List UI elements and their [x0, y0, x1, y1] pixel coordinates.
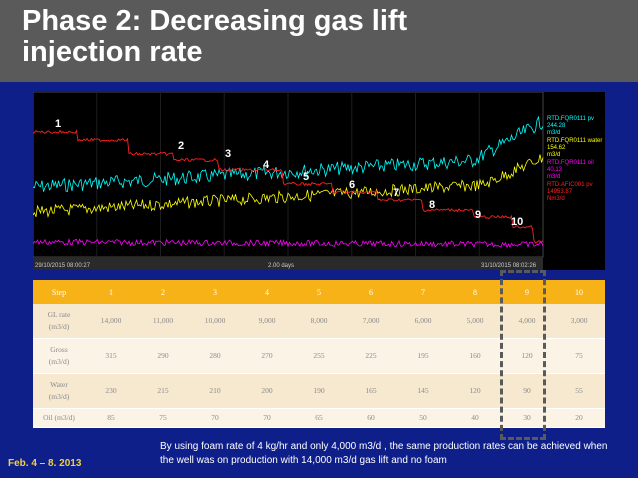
table-cell: 60	[345, 408, 397, 429]
table-header-row: Step 1 2 3 4 5 6 7 8 9 10	[33, 280, 605, 304]
slide-title: Phase 2: Decreasing gas lift injection r…	[22, 6, 407, 68]
table-cell: 55	[553, 373, 605, 409]
end-time: 31/10/2015 08:02:26	[481, 263, 537, 269]
table-cell: 315	[85, 338, 137, 374]
start-time: 29/10/2015 08:00:27	[35, 263, 91, 269]
legend-entry-text: RTD.AFIC001 pv	[547, 182, 593, 188]
table-cell: 280	[189, 338, 241, 374]
table-cell: 10,000	[189, 304, 241, 339]
table-cell: 270	[241, 338, 293, 374]
table-cell: 50	[397, 408, 449, 429]
phase-label-6: 6	[349, 179, 355, 191]
table-row: Water (m3/d) 230 215 210 200 190 165 145 120 90 55	[33, 373, 605, 409]
phase-label-9: 9	[475, 209, 481, 221]
table-cell: 20	[553, 408, 605, 429]
table-cell: 11,000	[137, 304, 189, 339]
row-label: Gross (m3/d)	[33, 338, 85, 374]
phase-label-10: 10	[511, 216, 523, 228]
legend-entry-text: 244.28	[547, 123, 566, 129]
table-header-8: 8	[449, 280, 501, 304]
gas-lift-trace	[33, 129, 544, 244]
table-cell: 3,000	[553, 304, 605, 339]
table-cell: 165	[345, 373, 397, 409]
phase-label-7: 7	[393, 187, 399, 199]
table-cell: 120	[449, 373, 501, 409]
phase-label-3: 3	[225, 148, 231, 160]
oil-rate-trace	[33, 237, 544, 249]
table-header-0: Step	[33, 280, 85, 304]
table-cell: 75	[137, 408, 189, 429]
highlight-step-9-box	[500, 270, 546, 440]
table-cell: 200	[241, 373, 293, 409]
table-cell: 30	[501, 408, 553, 429]
table-cell: 70	[241, 408, 293, 429]
table-cell: 255	[293, 338, 345, 374]
time-bar	[33, 257, 543, 270]
water-rate-trace	[33, 154, 544, 219]
table-header-4: 4	[241, 280, 293, 304]
slide-date: Feb. 4 – 8. 2013	[8, 458, 82, 469]
table-header-5: 5	[293, 280, 345, 304]
table-cell: 14,000	[85, 304, 137, 339]
table-cell: 230	[85, 373, 137, 409]
title-line-2: injection rate	[22, 36, 203, 68]
table-header-7: 7	[397, 280, 449, 304]
table-cell: 5,000	[449, 304, 501, 339]
row-label: Water (m3/d)	[33, 373, 85, 409]
table-cell: 75	[553, 338, 605, 374]
table-cell: 85	[85, 408, 137, 429]
legend-entry-text: RTD.FQR0111 pv	[547, 116, 594, 122]
table-cell: 195	[397, 338, 449, 374]
table-cell: 210	[189, 373, 241, 409]
phase-label-8: 8	[429, 199, 435, 211]
row-label: GL rate (m3/d)	[33, 304, 85, 339]
table-cell: 290	[137, 338, 189, 374]
table-cell: 225	[345, 338, 397, 374]
phase-labels: 1 2 3 4 5 6 7 8 9 10	[55, 118, 523, 228]
phase-label-4: 4	[263, 159, 270, 171]
title-bar: Phase 2: Decreasing gas lift injection r…	[0, 0, 638, 82]
table-header-6: 6	[345, 280, 397, 304]
trend-chart-panel: 1 2 3 4 5 6 7 8 9 10 RTD.FQR0111 pv 244.28 m3/d RTD.…	[33, 92, 605, 270]
legend-entry-text: Nm3/d	[547, 196, 565, 202]
slide-note: By using foam rate of 4 kg/hr and only 4…	[160, 441, 608, 466]
table-row: Oil (m3/d) 85 75 70 70 65 60 50 40 30 20	[33, 408, 605, 429]
table-header-3: 3	[189, 280, 241, 304]
table-cell: 215	[137, 373, 189, 409]
traces	[33, 115, 544, 249]
table-cell: 8,000	[293, 304, 345, 339]
table-cell: 9,000	[241, 304, 293, 339]
row-label: Oil (m3/d)	[33, 408, 85, 429]
legend-entry-text: m3/d	[547, 152, 560, 158]
table-cell: 7,000	[345, 304, 397, 339]
table-cell: 190	[293, 373, 345, 409]
table-header-2: 2	[137, 280, 189, 304]
legend-entry-text: 154.62	[547, 145, 566, 151]
table-cell: 160	[449, 338, 501, 374]
phase-label-2: 2	[178, 140, 184, 152]
legend-entry-text: m3/d	[547, 130, 560, 136]
table-header-1: 1	[85, 280, 137, 304]
phase-label-5: 5	[303, 171, 309, 183]
table-cell: 6,000	[397, 304, 449, 339]
legend-entry-text: 40.13	[547, 167, 563, 173]
gross-rate-trace	[33, 115, 544, 192]
legend-entry-text: m3/d	[547, 174, 560, 180]
table-cell: 70	[189, 408, 241, 429]
table-cell: 65	[293, 408, 345, 429]
table-cell: 145	[397, 373, 449, 409]
table-header-10: 10	[553, 280, 605, 304]
legend-entry-text: RTD.FQR0111 oil	[547, 160, 594, 166]
title-line-1: Phase 2: Decreasing gas lift	[22, 5, 408, 37]
legend-entry-text: RTD.FQR0111 water	[547, 138, 602, 144]
phase-label-1: 1	[55, 118, 61, 130]
legend-entry-text: 14953.87	[547, 189, 573, 195]
table-cell: 40	[449, 408, 501, 429]
time-span[interactable]: 2.00 days	[268, 263, 294, 269]
